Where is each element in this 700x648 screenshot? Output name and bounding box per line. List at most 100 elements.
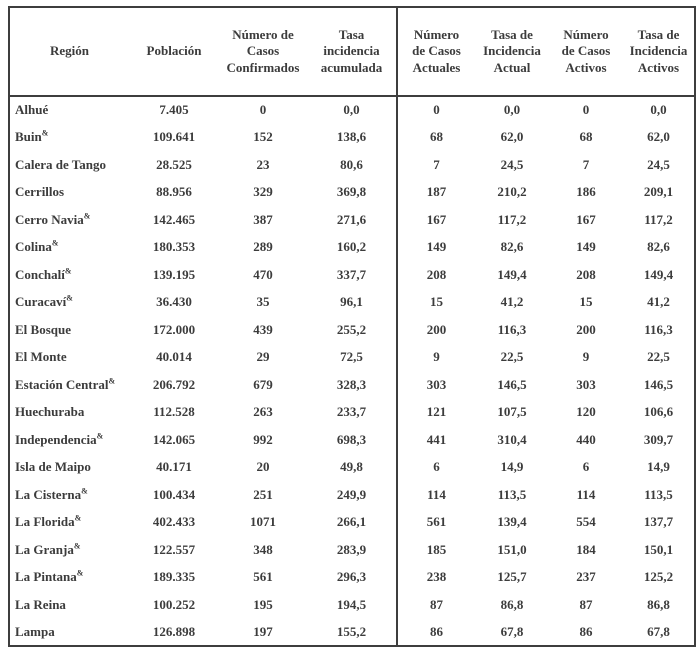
region-footnote-marker: & — [81, 486, 88, 496]
actuales-cell: 441 — [396, 426, 475, 454]
tasa-actual-cell: 62,0 — [500, 129, 524, 145]
table-row: Cerro Navia& 142.465 387 271,6 167 117,2 167 11… — [9, 206, 695, 234]
confirmados-cell: 289 — [253, 239, 273, 255]
region-footnote-marker: & — [108, 376, 116, 386]
region-cell: Curacaví& — [9, 289, 129, 317]
table-row: Conchalí& 139.195 470 337,7 208 149,4 208 149,4 — [9, 261, 695, 289]
activos-cell: 200 — [576, 321, 596, 337]
region-name: Cerro Navia — [15, 211, 84, 227]
activos-cell: 86 — [579, 623, 593, 639]
tasa-activos-cell: 82,6 — [647, 239, 670, 255]
column-header-tasa-actual: Tasa de Incidencia Actual — [475, 7, 549, 97]
tasa-actual-cell: 107,5 — [497, 404, 527, 420]
table-row: La Granja& 122.557 348 283,9 185 151,0 184 150,… — [9, 536, 695, 564]
actuales-cell: 238 — [396, 563, 475, 591]
confirmados-cell: 992 — [253, 431, 273, 447]
actuales-cell: 167 — [396, 206, 475, 234]
actuales-cell: 187 — [396, 178, 475, 206]
poblacion-cell: 40.171 — [156, 459, 192, 475]
poblacion-cell: 142.065 — [152, 431, 196, 447]
region-cell: Estación Central& — [9, 371, 129, 399]
region-cell: Calera de Tango — [9, 151, 129, 179]
activos-cell: 184 — [576, 541, 596, 557]
poblacion-cell: 7.405 — [159, 102, 189, 118]
tasa-actual-cell: 210,2 — [497, 184, 527, 200]
region-footnote-marker: & — [66, 293, 73, 303]
tasa-acumulada-cell: 0,0 — [343, 102, 360, 118]
tasa-acumulada-cell: 194,5 — [336, 596, 367, 612]
activos-cell: 237 — [576, 569, 596, 585]
activos-cell: 68 — [579, 129, 593, 145]
table-row: La Cisterna& 100.434 251 249,9 114 113,5 114 11… — [9, 481, 695, 509]
tasa-actual-cell: 41,2 — [500, 294, 524, 310]
poblacion-cell: 40.014 — [156, 349, 192, 365]
region-name: Curacaví — [15, 294, 67, 310]
poblacion-cell: 112.528 — [153, 404, 195, 420]
confirmados-cell: 329 — [253, 184, 273, 200]
region-name: Cerrillos — [15, 184, 65, 200]
tasa-actual-cell: 86,8 — [500, 596, 524, 612]
region-name: La Cisterna — [15, 486, 82, 502]
actuales-cell: 149 — [396, 233, 475, 261]
tasa-actual-cell: 117,2 — [497, 211, 527, 227]
actuales-cell: 185 — [396, 536, 475, 564]
table-row: Independencia& 142.065 992 698,3 441 310,4 440… — [9, 426, 695, 454]
tasa-activos-cell: 113,5 — [644, 486, 673, 502]
tasa-activos-cell: 24,5 — [647, 156, 670, 172]
tasa-activos-cell: 41,2 — [647, 294, 670, 310]
region-name: Buin — [15, 129, 42, 145]
poblacion-cell: 122.557 — [152, 541, 196, 557]
region-footnote-marker: & — [76, 568, 84, 578]
confirmados-cell: 20 — [256, 459, 270, 475]
confirmados-cell: 35 — [256, 294, 270, 310]
activos-cell: 167 — [576, 211, 596, 227]
actuales-cell: 86 — [396, 618, 475, 646]
confirmados-cell: 679 — [253, 376, 273, 392]
table-row: La Reina 100.252 195 194,5 87 86,8 87 86,8 — [9, 591, 695, 619]
region-name: Conchalí — [15, 266, 65, 282]
tasa-activos-cell: 22,5 — [647, 349, 670, 365]
region-name: Calera de Tango — [15, 156, 107, 172]
tasa-acumulada-cell: 155,2 — [336, 623, 367, 639]
table-row: El Monte 40.014 29 72,5 9 22,5 9 22,5 — [9, 343, 695, 371]
poblacion-cell: 402.433 — [152, 514, 196, 530]
region-cell: La Granja& — [9, 536, 129, 564]
tasa-actual-cell: 310,4 — [497, 431, 527, 447]
column-header-casos-activos: Número de Casos Activos — [549, 7, 623, 97]
region-name: El Bosque — [15, 321, 71, 337]
tasa-actual-cell: 24,5 — [500, 156, 524, 172]
region-footnote-marker: & — [64, 266, 72, 276]
tasa-activos-cell: 62,0 — [647, 129, 670, 145]
region-name: La Reina — [15, 596, 66, 612]
region-cell: Colina& — [9, 234, 129, 262]
confirmados-cell: 1071 — [250, 514, 276, 530]
actuales-cell: 114 — [396, 481, 475, 509]
tasa-acumulada-cell: 72,5 — [340, 349, 363, 365]
tasa-actual-cell: 116,3 — [497, 321, 527, 337]
region-name: El Monte — [15, 349, 67, 365]
poblacion-cell: 88.956 — [156, 184, 192, 200]
region-cell: La Cisterna& — [9, 481, 129, 509]
column-header-tasa-acumulada: Tasa incidencia acumulada — [307, 7, 397, 97]
region-cell: Independencia& — [9, 426, 129, 454]
actuales-cell: 0 — [396, 96, 475, 124]
tasa-activos-cell: 209,1 — [643, 184, 674, 200]
tasa-actual-cell: 151,0 — [497, 541, 527, 557]
tasa-actual-cell: 146,5 — [497, 376, 527, 392]
table-row: El Bosque 172.000 439 255,2 200 116,3 200 116,3 — [9, 316, 695, 344]
region-cell: Cerrillos — [9, 179, 129, 207]
table-row: Estación Central& 206.792 679 328,3 303 146,5… — [9, 371, 695, 399]
tasa-acumulada-cell: 698,3 — [336, 431, 367, 447]
poblacion-cell: 109.641 — [152, 129, 196, 145]
region-cell: La Pintana& — [9, 564, 129, 592]
poblacion-cell: 206.792 — [152, 376, 196, 392]
tasa-activos-cell: 125,2 — [643, 569, 674, 585]
tasa-activos-cell: 116,3 — [644, 321, 673, 337]
activos-cell: 9 — [582, 349, 590, 365]
tasa-acumulada-cell: 233,7 — [336, 404, 367, 420]
column-header-casos-confirmados: Número de Casos Confirmados — [219, 7, 307, 97]
region-cell: La Reina — [9, 591, 129, 619]
table-row: Alhué 7.405 0 0,0 0 0,0 0 0,0 — [9, 96, 695, 124]
confirmados-cell: 0 — [259, 102, 267, 118]
activos-cell: 0 — [582, 102, 590, 118]
